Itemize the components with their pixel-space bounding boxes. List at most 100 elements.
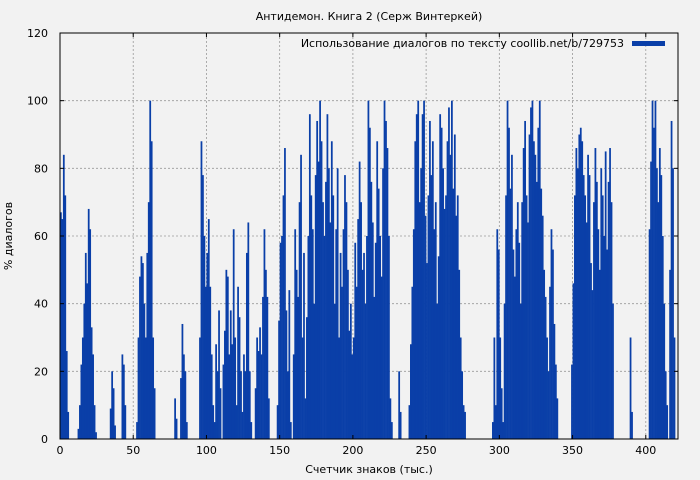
- bar: [458, 269, 461, 439]
- bar: [241, 411, 244, 439]
- bar: [317, 161, 320, 439]
- bar: [446, 141, 449, 439]
- bar: [429, 120, 431, 439]
- bar: [202, 175, 204, 439]
- x-tick-label: 250: [416, 444, 437, 457]
- y-tick-label: 100: [27, 95, 48, 108]
- legend-label: Использование диалогов по тексту coollib…: [301, 37, 624, 50]
- bar: [80, 364, 83, 439]
- bar: [390, 422, 393, 439]
- bar: [453, 134, 456, 439]
- bar: [136, 422, 138, 439]
- bar: [424, 215, 427, 439]
- bar: [506, 100, 509, 440]
- bar: [328, 168, 330, 439]
- bar: [83, 303, 86, 439]
- x-tick-label: 150: [269, 444, 290, 457]
- bar: [295, 269, 298, 439]
- bar: [496, 229, 499, 439]
- bar: [657, 202, 660, 439]
- bar: [260, 354, 263, 439]
- bar: [388, 236, 390, 439]
- bar: [301, 337, 304, 439]
- bar: [289, 422, 292, 439]
- bar: [210, 354, 213, 439]
- bar: [244, 371, 247, 439]
- bar: [109, 408, 112, 439]
- bar: [533, 141, 535, 439]
- bar: [60, 212, 62, 439]
- bar: [606, 249, 608, 439]
- bar: [661, 236, 664, 439]
- bar: [369, 127, 371, 439]
- bar: [67, 411, 70, 439]
- bar: [389, 398, 392, 439]
- bar: [386, 148, 389, 439]
- bar: [437, 256, 440, 439]
- bar: [364, 303, 367, 439]
- bar: [212, 405, 215, 439]
- bar: [112, 388, 115, 439]
- bar: [373, 296, 376, 439]
- bar: [663, 303, 666, 439]
- bar: [288, 290, 291, 439]
- bar: [582, 175, 585, 439]
- bar: [505, 195, 507, 439]
- x-tick-label: 0: [57, 444, 64, 457]
- bar: [595, 181, 598, 439]
- bar: [590, 263, 592, 439]
- y-tick-label: 20: [34, 365, 48, 378]
- bar: [330, 141, 333, 439]
- bar: [499, 337, 502, 439]
- bar: [597, 229, 600, 439]
- bar: [352, 337, 355, 439]
- bar: [276, 405, 279, 439]
- bar: [360, 202, 362, 439]
- bar: [204, 286, 207, 439]
- bar: [228, 354, 231, 439]
- bar: [175, 418, 178, 439]
- bar: [304, 398, 307, 439]
- bar: [86, 283, 89, 439]
- bar: [654, 100, 657, 440]
- bar: [459, 337, 462, 439]
- bar: [430, 175, 433, 439]
- bar: [347, 269, 349, 439]
- bar: [363, 252, 365, 439]
- bar: [184, 371, 187, 439]
- bar: [174, 398, 176, 439]
- bar: [584, 195, 587, 439]
- bar: [385, 120, 387, 439]
- bar: [341, 286, 343, 439]
- y-tick-label: 60: [34, 230, 48, 243]
- bar: [600, 168, 603, 439]
- bar: [267, 398, 270, 439]
- bar: [232, 229, 235, 439]
- bar: [65, 351, 68, 439]
- bar: [612, 303, 614, 439]
- bar: [492, 422, 494, 439]
- bar: [146, 252, 149, 439]
- bar: [338, 337, 341, 439]
- bar: [527, 222, 529, 439]
- bar: [377, 188, 380, 439]
- bar: [574, 195, 576, 439]
- bar: [462, 405, 465, 439]
- bar: [530, 107, 532, 440]
- bar: [243, 354, 245, 439]
- bar: [322, 202, 324, 439]
- bar: [142, 263, 144, 439]
- bar: [250, 422, 253, 439]
- bar: [502, 422, 505, 439]
- bar: [631, 411, 633, 439]
- bar: [456, 195, 459, 439]
- bar: [550, 229, 553, 439]
- bar: [342, 229, 345, 439]
- bar: [534, 154, 537, 440]
- bar: [420, 168, 423, 439]
- x-tick-label: 100: [196, 444, 217, 457]
- bar: [524, 120, 526, 439]
- bar: [92, 354, 94, 439]
- bar: [266, 296, 269, 439]
- bar: [513, 276, 516, 439]
